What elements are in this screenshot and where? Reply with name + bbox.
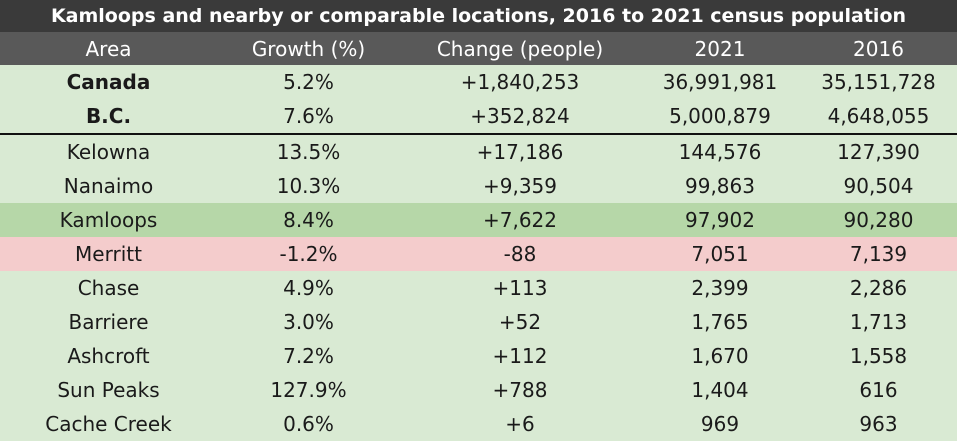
cell-2021: 969 <box>700 412 740 436</box>
cell-2016: 90,280 <box>843 208 914 232</box>
table-row: Chase 4.9% +113 2,399 2,286 <box>0 271 957 305</box>
table-row: B.C. 7.6% +352,824 5,000,879 4,648,055 <box>0 99 957 133</box>
table-title: Kamloops and nearby or comparable locati… <box>0 0 957 32</box>
header-2016: 2016 <box>853 36 904 61</box>
cell-2016: 90,504 <box>843 174 914 198</box>
separator-line <box>0 133 957 135</box>
table-row: Ashcroft 7.2% +112 1,670 1,558 <box>0 339 957 373</box>
cell-change: +112 <box>492 344 548 368</box>
header-row: Area Growth (%) Change (people) 2021 201… <box>0 32 957 65</box>
cell-area: Barriere <box>68 310 149 334</box>
cell-growth: 127.9% <box>270 378 347 402</box>
cell-2021: 1,404 <box>691 378 749 402</box>
cell-2016: 7,139 <box>849 242 908 266</box>
cell-2021: 2,399 <box>691 276 749 300</box>
cell-change: +9,359 <box>482 174 557 198</box>
cell-change: +113 <box>492 276 548 300</box>
table-row: Nanaimo 10.3% +9,359 99,863 90,504 <box>0 169 957 203</box>
cell-2021: 36,991,981 <box>662 70 778 94</box>
header-change: Change (people) <box>436 36 604 61</box>
cell-2021: 99,863 <box>685 174 755 198</box>
cell-2016: 4,648,055 <box>827 104 930 128</box>
cell-growth: 4.9% <box>283 276 334 300</box>
cell-area: Cache Creek <box>45 412 172 436</box>
cell-2016: 1,558 <box>849 344 908 368</box>
table-row: Barriere 3.0% +52 1,765 1,713 <box>0 305 957 339</box>
cell-change: +352,824 <box>470 104 570 128</box>
cell-area: Merritt <box>75 242 142 266</box>
cell-2016: 1,713 <box>849 310 908 334</box>
cell-growth: 7.6% <box>283 104 334 128</box>
cell-2021: 7,051 <box>691 242 749 266</box>
cell-2016: 616 <box>859 378 898 402</box>
cell-growth: 0.6% <box>283 412 334 436</box>
table-row: Kelowna 13.5% +17,186 144,576 127,390 <box>0 135 957 169</box>
summary-rows: Canada 5.2% +1,840,253 36,991,981 35,151,728… <box>0 65 957 133</box>
cell-change: +17,186 <box>476 140 564 164</box>
table-row: Cache Creek 0.6% +6 969 963 <box>0 407 957 441</box>
cell-growth: 13.5% <box>276 140 341 164</box>
table-row: Canada 5.2% +1,840,253 36,991,981 35,151,728 <box>0 65 957 99</box>
location-rows: Kelowna 13.5% +17,186 144,576 127,390 Nanaimo… <box>0 135 957 441</box>
cell-change: +7,622 <box>482 208 557 232</box>
cell-2016: 963 <box>859 412 898 436</box>
cell-area: Ashcroft <box>67 344 150 368</box>
cell-area: Kelowna <box>66 140 151 164</box>
cell-area: Chase <box>77 276 140 300</box>
cell-2016: 127,390 <box>837 140 920 164</box>
table-row: Merritt -1.2% -88 7,051 7,139 <box>0 237 957 271</box>
cell-change: -88 <box>503 242 537 266</box>
cell-area: Sun Peaks <box>57 378 160 402</box>
header-2021: 2021 <box>694 36 746 61</box>
cell-2021: 5,000,879 <box>669 104 771 128</box>
cell-change: +6 <box>505 412 535 436</box>
cell-growth: -1.2% <box>279 242 338 266</box>
header-growth: Growth (%) <box>251 36 366 61</box>
cell-growth: 7.2% <box>283 344 334 368</box>
cell-growth: 10.3% <box>276 174 341 198</box>
cell-change: +52 <box>498 310 542 334</box>
table-row: Sun Peaks 127.9% +788 1,404 616 <box>0 373 957 407</box>
cell-area: Nanaimo <box>63 174 154 198</box>
cell-change: +788 <box>492 378 548 402</box>
cell-2021: 1,765 <box>691 310 749 334</box>
cell-area: B.C. <box>85 104 132 128</box>
header-area: Area <box>85 36 132 61</box>
cell-growth: 8.4% <box>283 208 334 232</box>
cell-growth: 3.0% <box>283 310 334 334</box>
cell-2021: 144,576 <box>678 140 762 164</box>
cell-2021: 1,670 <box>691 344 749 368</box>
table-row: Kamloops 8.4% +7,622 97,902 90,280 <box>0 203 957 237</box>
cell-area: Kamloops <box>59 208 158 232</box>
cell-growth: 5.2% <box>283 70 334 94</box>
cell-area: Canada <box>66 70 151 94</box>
cell-2016: 35,151,728 <box>821 70 936 94</box>
cell-2016: 2,286 <box>849 276 908 300</box>
cell-change: +1,840,253 <box>460 70 580 94</box>
cell-2021: 97,902 <box>685 208 755 232</box>
